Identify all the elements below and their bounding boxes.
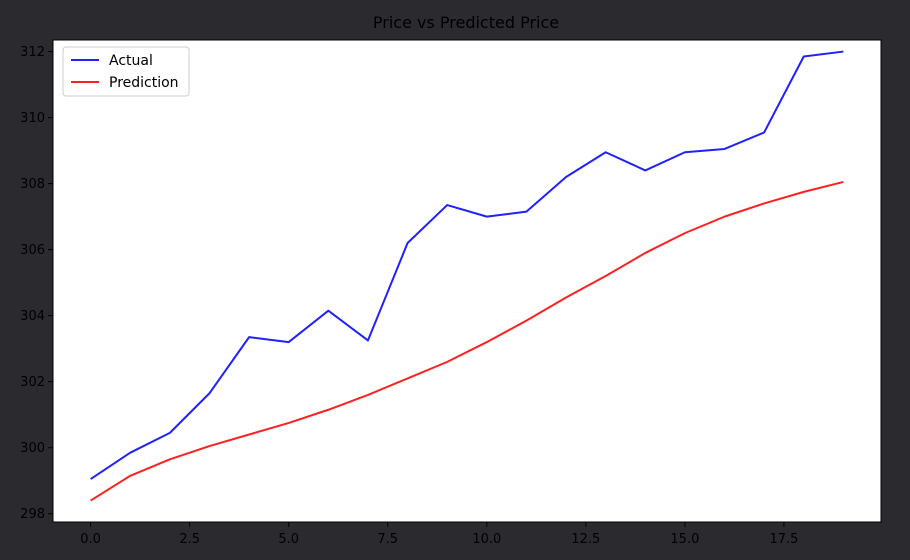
x-tick-label: 5.0 [278, 532, 299, 547]
series-line-prediction [90, 180, 844, 502]
y-tick-label: 302 [20, 375, 45, 390]
x-tick-label: 15.0 [670, 532, 699, 547]
y-tick-label: 308 [20, 177, 45, 192]
y-tick-label: 312 [20, 45, 45, 60]
y-tick-label: 310 [20, 111, 45, 126]
legend: Actual Prediction [62, 46, 190, 97]
x-tick-label: 0.0 [80, 532, 101, 547]
x-tick-label: 10.0 [472, 532, 501, 547]
x-tick-label: 12.5 [571, 532, 600, 547]
y-tick-label: 300 [20, 441, 45, 456]
y-tick-label: 298 [20, 507, 45, 522]
x-tick-label: 7.5 [377, 532, 398, 547]
x-tick-label: 2.5 [179, 532, 200, 547]
x-tick-label: 17.5 [769, 532, 798, 547]
chart-title: Price vs Predicted Price [373, 13, 559, 32]
series-line-actual [90, 50, 844, 480]
series-layer [90, 50, 844, 502]
legend-label: Actual [109, 53, 153, 69]
y-tick-label: 306 [20, 243, 45, 258]
plot-area [52, 39, 882, 523]
x-axis: 0.0 2.5 5.0 7.5 10.0 12.5 15.0 17.5 [80, 522, 798, 547]
y-axis: 298 300 302 304 306 308 310 312 [20, 45, 53, 522]
y-tick-label: 304 [20, 309, 45, 324]
legend-label: Prediction [109, 75, 179, 91]
